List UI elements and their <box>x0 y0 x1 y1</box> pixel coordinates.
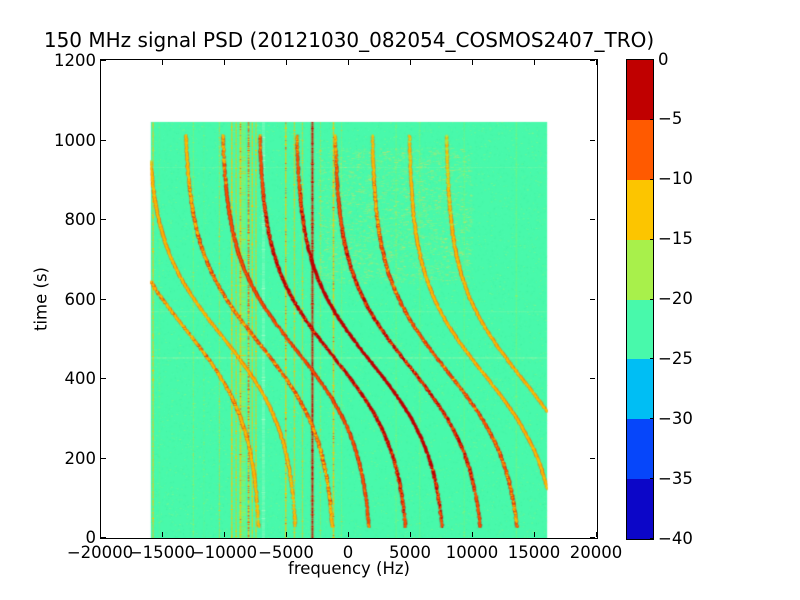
colorbar-band <box>627 479 653 539</box>
colorbar-tick-label: −40 <box>658 529 693 548</box>
colorbar-band <box>627 239 653 300</box>
y-tick-mark-right <box>590 140 595 141</box>
y-tick-mark-right <box>590 537 595 538</box>
y-tick-mark <box>101 537 106 538</box>
x-tick-label: −20000 <box>66 543 134 562</box>
chart-title: 150 MHz signal PSD (20121030_082054_COSM… <box>43 28 655 52</box>
x-tick-mark-top <box>286 60 287 65</box>
x-tick-mark-top <box>162 60 163 65</box>
x-tick-mark <box>162 532 163 537</box>
x-tick-mark-top <box>596 60 597 65</box>
y-tick-label: 800 <box>64 210 97 229</box>
y-tick-label: 400 <box>64 369 97 388</box>
x-tick-label: 5000 <box>389 543 431 562</box>
y-tick-label: 1200 <box>54 51 96 70</box>
y-tick-label: 600 <box>64 290 97 309</box>
y-tick-mark-right <box>590 219 595 220</box>
x-tick-mark-top <box>224 60 225 65</box>
x-tick-label: 20000 <box>569 543 623 562</box>
colorbar-tick-mark <box>650 179 654 180</box>
colorbar-tick-mark <box>650 59 654 60</box>
x-tick-mark-top <box>472 60 473 65</box>
y-tick-label: 0 <box>85 528 97 547</box>
x-tick-mark <box>596 532 597 537</box>
colorbar-tick-label: 0 <box>658 50 669 69</box>
y-axis-label: time (s) <box>31 267 51 331</box>
y-tick-mark-right <box>590 378 595 379</box>
colorbar-band <box>627 359 653 420</box>
colorbar-band <box>627 60 653 120</box>
y-tick-mark <box>101 378 106 379</box>
x-tick-label: −5000 <box>258 543 314 562</box>
x-axis-label: frequency (Hz) <box>288 559 410 578</box>
x-tick-label: −15000 <box>128 543 196 562</box>
x-tick-mark <box>348 532 349 537</box>
x-tick-mark <box>286 532 287 537</box>
x-tick-mark <box>534 532 535 537</box>
colorbar <box>626 59 654 540</box>
x-tick-mark <box>224 532 225 537</box>
y-tick-mark <box>101 458 106 459</box>
heatmap-canvas <box>101 60 597 538</box>
y-tick-mark-right <box>590 299 595 300</box>
y-tick-mark <box>101 299 106 300</box>
x-tick-mark-top <box>348 60 349 65</box>
colorbar-band <box>627 419 653 480</box>
x-tick-label: 15000 <box>507 543 561 562</box>
x-tick-label: −10000 <box>190 543 258 562</box>
colorbar-tick-label: −35 <box>658 469 693 488</box>
y-tick-mark <box>101 140 106 141</box>
colorbar-tick-mark <box>650 239 654 240</box>
colorbar-tick-mark <box>650 538 654 539</box>
colorbar-tick-label: −25 <box>658 349 693 368</box>
colorbar-tick-label: −5 <box>658 109 683 128</box>
x-tick-label: 10000 <box>445 543 499 562</box>
x-tick-label: 0 <box>342 543 354 562</box>
colorbar-tick-mark <box>650 119 654 120</box>
colorbar-tick-mark <box>650 418 654 419</box>
colorbar-tick-mark <box>650 478 654 479</box>
x-tick-mark-top <box>410 60 411 65</box>
colorbar-tick-label: −15 <box>658 229 693 248</box>
y-tick-label: 1000 <box>54 131 96 150</box>
colorbar-tick-mark <box>650 299 654 300</box>
plot-area <box>100 59 598 539</box>
colorbar-tick-label: −10 <box>658 169 693 188</box>
y-tick-mark <box>101 60 106 61</box>
x-tick-mark <box>410 532 411 537</box>
colorbar-band <box>627 179 653 240</box>
y-tick-mark-right <box>590 458 595 459</box>
y-tick-mark <box>101 219 106 220</box>
colorbar-tick-mark <box>650 358 654 359</box>
x-tick-mark <box>100 532 101 537</box>
x-tick-mark <box>472 532 473 537</box>
x-tick-mark-top <box>100 60 101 65</box>
colorbar-tick-label: −30 <box>658 409 693 428</box>
y-tick-label: 200 <box>64 449 97 468</box>
y-tick-mark-right <box>590 60 595 61</box>
colorbar-band <box>627 299 653 360</box>
x-tick-mark-top <box>534 60 535 65</box>
colorbar-band <box>627 119 653 180</box>
colorbar-tick-label: −20 <box>658 289 693 308</box>
